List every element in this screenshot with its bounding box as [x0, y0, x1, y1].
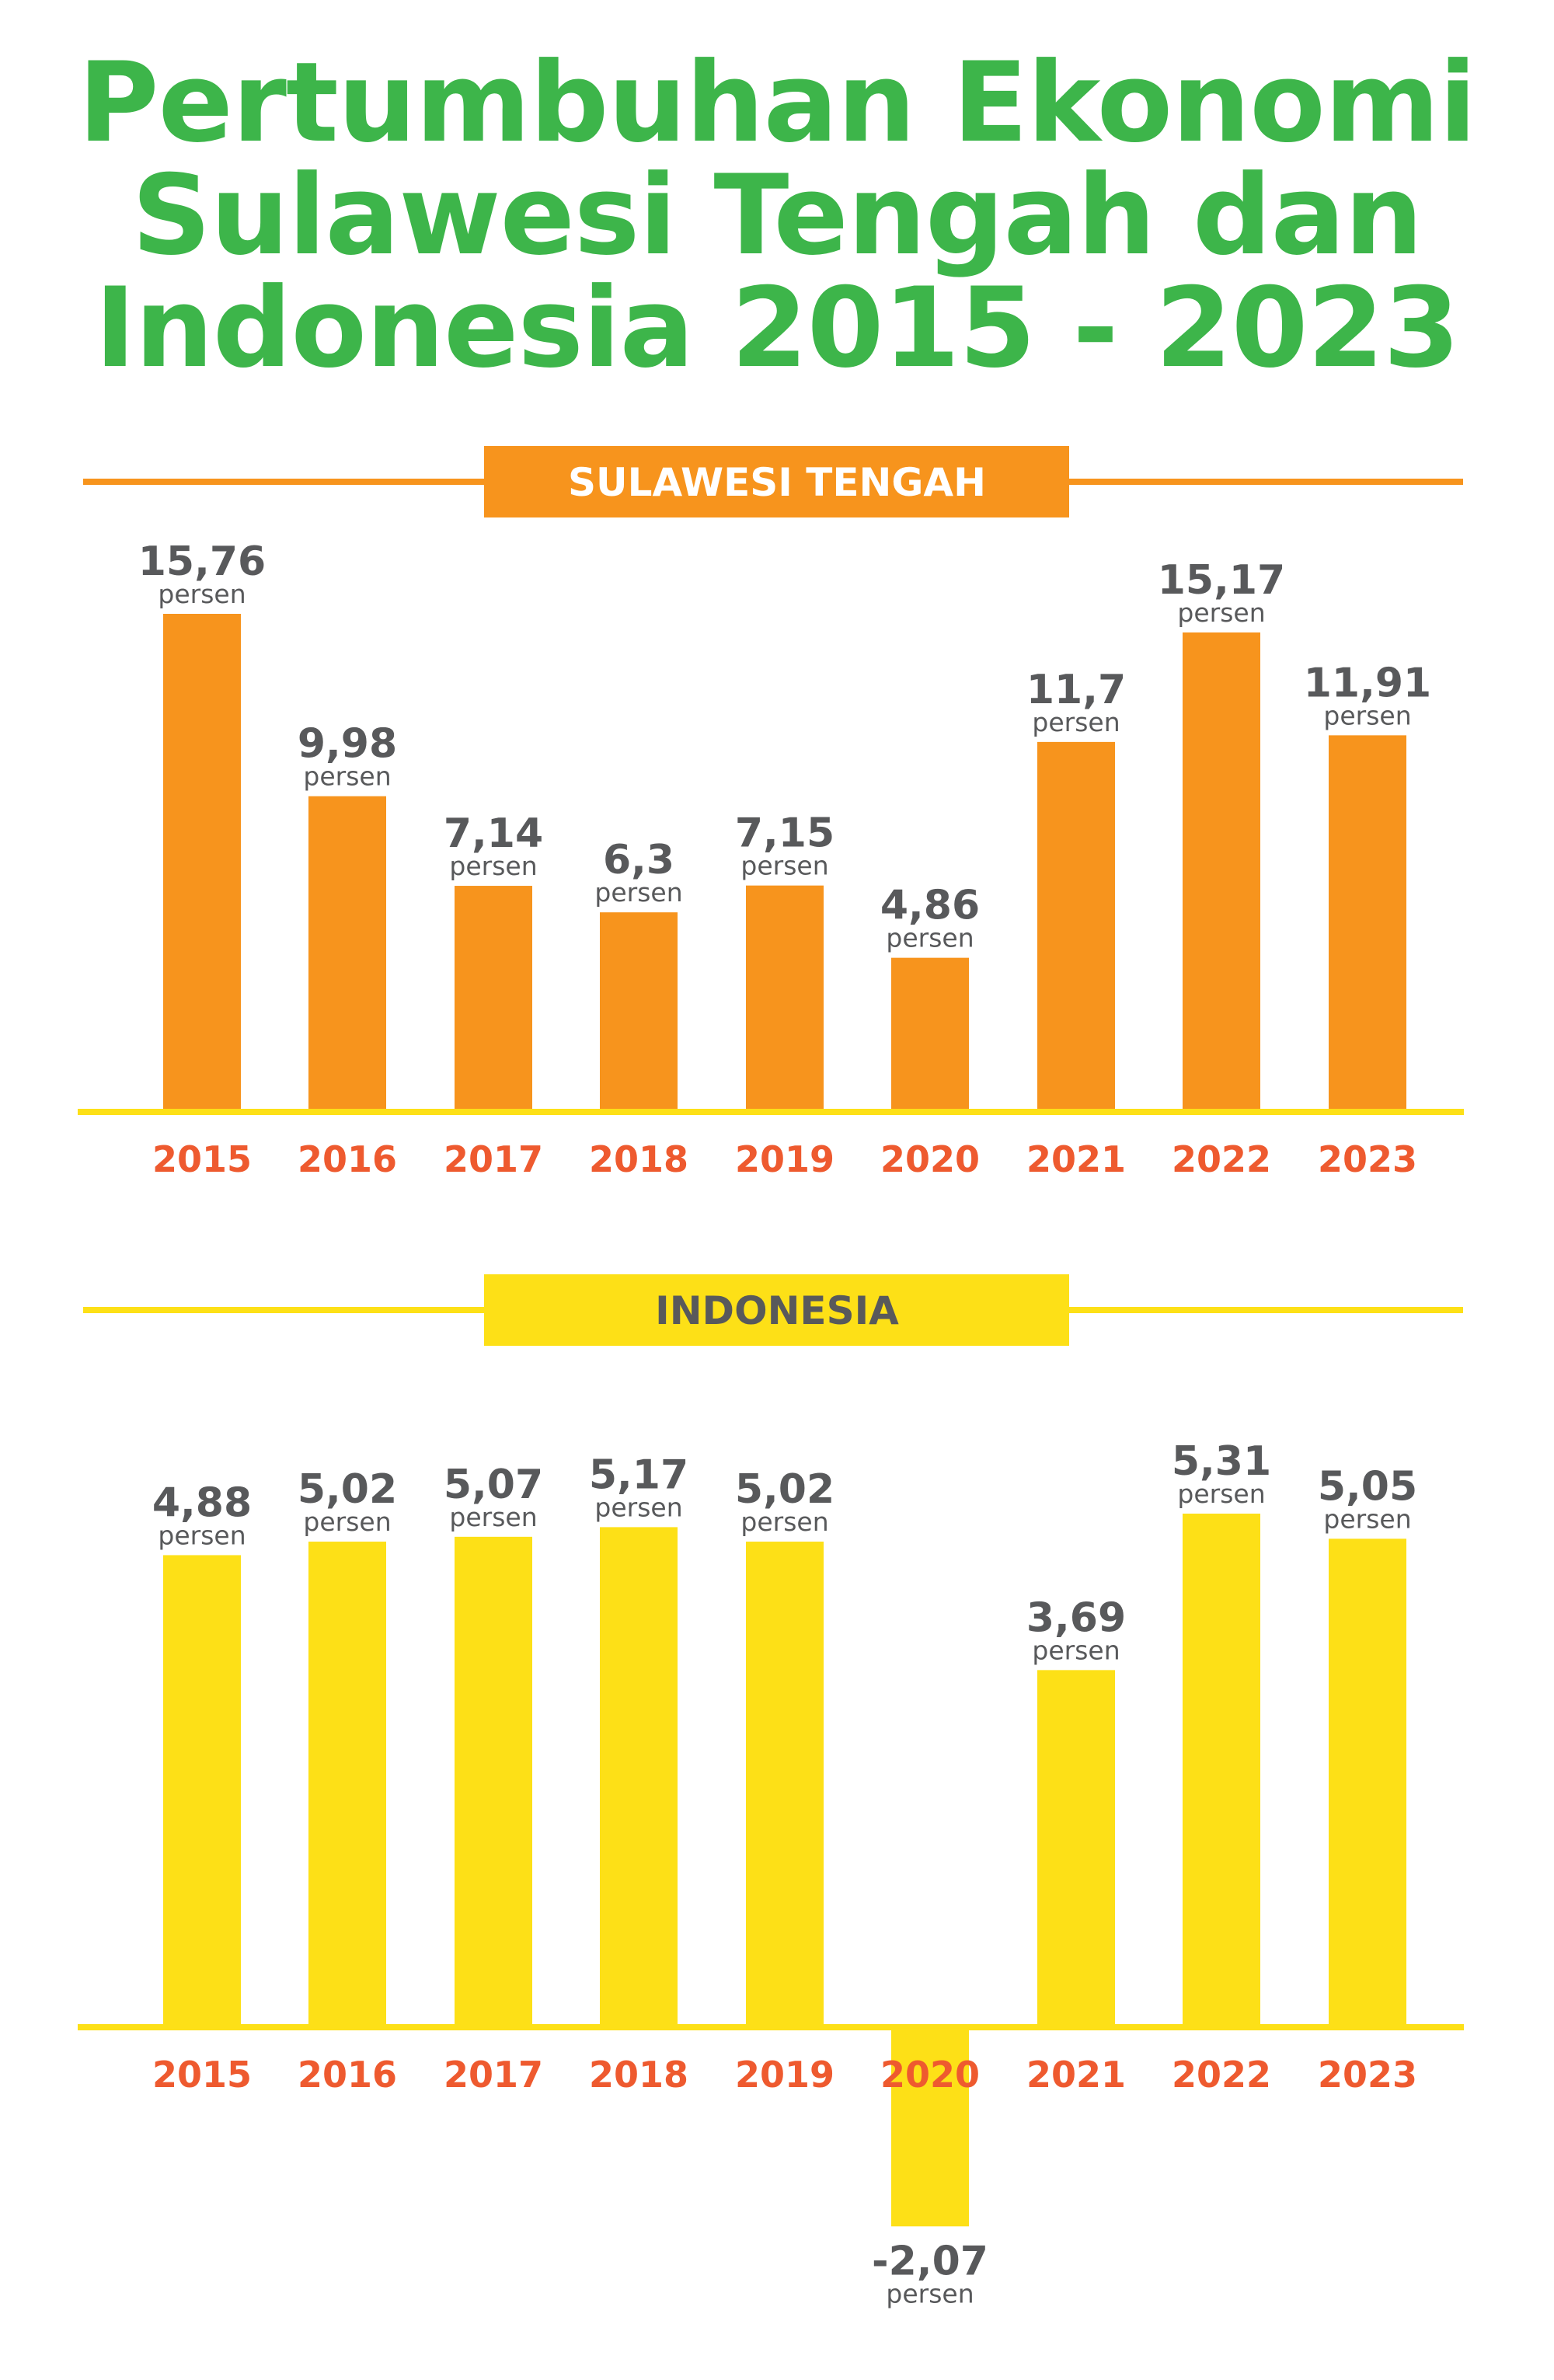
- unit-label: persen: [740, 851, 828, 881]
- chart-title: SULAWESI TENGAH: [568, 460, 986, 505]
- unit-label: persen: [1032, 1635, 1120, 1665]
- value-label-2020: 4,86: [880, 883, 980, 929]
- value-label-2019: 7,15: [735, 810, 834, 857]
- x-tick-2023: 2023: [1318, 2054, 1417, 2096]
- bar-2021: [1037, 1670, 1115, 2026]
- x-tick-2015: 2015: [152, 1138, 252, 1180]
- x-tick-2023: 2023: [1318, 1138, 1417, 1180]
- bar-2019: [746, 1542, 824, 2026]
- x-tick-2021: 2021: [1026, 2054, 1126, 2096]
- x-tick-2020: 2020: [880, 2054, 980, 2096]
- bar-2020: [891, 2026, 969, 2227]
- x-tick-2022: 2022: [1172, 2054, 1271, 2096]
- value-label-2022: 5,31: [1172, 1438, 1271, 1485]
- x-tick-2019: 2019: [735, 1138, 834, 1180]
- unit-label: persen: [303, 1507, 391, 1537]
- unit-label: persen: [1177, 1479, 1265, 1509]
- bar-2020: [891, 957, 969, 1111]
- bar-2019: [746, 885, 824, 1111]
- bar-2015: [163, 1555, 241, 2026]
- value-label-2023: 5,05: [1318, 1463, 1417, 1510]
- value-label-2018: 5,17: [589, 1451, 688, 1498]
- unit-label: persen: [303, 761, 391, 792]
- x-tick-2021: 2021: [1026, 1138, 1126, 1180]
- bar-2016: [308, 1542, 386, 2026]
- header-box: [484, 1274, 1069, 1346]
- unit-label: persen: [594, 877, 682, 908]
- bar-2017: [455, 886, 532, 1111]
- value-label-2015: 4,88: [152, 1479, 252, 1526]
- unit-label: persen: [1323, 1504, 1411, 1534]
- unit-label: persen: [449, 851, 537, 881]
- sulteng-chart-svg: SULAWESI TENGAH15,76persen20159,98persen…: [78, 446, 1464, 1180]
- x-tick-2018: 2018: [589, 2054, 688, 2096]
- value-label-2023: 11,91: [1304, 660, 1431, 706]
- indonesia-chart: INDONESIA 4,88 persen 2015 5,02 persen 2016 5,0…: [0, 1267, 1554, 2380]
- value-label-2021: 3,69: [1026, 1594, 1126, 1641]
- unit-label: persen: [1032, 707, 1120, 737]
- value-label-2016: 5,02: [298, 1466, 397, 1513]
- x-tick-2015: 2015: [152, 2054, 252, 2096]
- x-tick-2022: 2022: [1172, 1138, 1271, 1180]
- unit-label: persen: [886, 923, 974, 953]
- x-tick-2017: 2017: [444, 1138, 543, 1180]
- bar-2022: [1183, 1514, 1260, 2026]
- bar-2018: [600, 912, 678, 1111]
- value-label-2017: 7,14: [444, 810, 543, 857]
- value-label-2019: 5,02: [735, 1466, 834, 1513]
- chart-title: INDONESIA: [655, 1288, 899, 1333]
- unit-label: persen: [158, 579, 246, 609]
- baseline: [78, 2024, 1464, 2030]
- value-label-2016: 9,98: [298, 721, 397, 768]
- bar-2015: [163, 614, 241, 1111]
- title-line-3: Indonesia 2015 - 2023: [94, 264, 1460, 392]
- value-label-2017: 5,07: [444, 1462, 543, 1508]
- indonesia-chart-svg: INDONESIA4,88persen20155,02persen20165,0…: [78, 1274, 1464, 2309]
- bar-2016: [308, 796, 386, 1111]
- unit-label: persen: [740, 1507, 828, 1537]
- unit-label: persen: [1177, 598, 1265, 628]
- x-tick-2016: 2016: [298, 2054, 397, 2096]
- bar-2023: [1329, 1538, 1406, 2026]
- bar-2023: [1329, 735, 1406, 1111]
- value-label-2022: 15,17: [1158, 557, 1285, 604]
- page-title: Pertumbuhan Ekonomi Sulawesi Tengah dan …: [0, 47, 1554, 385]
- bar-2018: [600, 1527, 678, 2026]
- unit-label: persen: [594, 1492, 682, 1522]
- bar-2022: [1183, 632, 1260, 1111]
- unit-label: persen: [449, 1502, 537, 1532]
- unit-label: persen: [158, 1520, 246, 1550]
- x-tick-2019: 2019: [735, 2054, 834, 2096]
- title-line-2: Sulawesi Tengah dan: [131, 152, 1423, 280]
- value-label-2018: 6,3: [603, 837, 674, 883]
- x-tick-2017: 2017: [444, 2054, 543, 2096]
- header-box: [484, 446, 1069, 517]
- bar-2021: [1037, 741, 1115, 1111]
- x-tick-2020: 2020: [880, 1138, 980, 1180]
- unit-label: persen: [1323, 700, 1411, 730]
- sulteng-chart: SULAWESI TENGAH 15,76 persen 2015 9,98 persen…: [0, 435, 1554, 1212]
- value-label-2021: 11,7: [1026, 667, 1126, 713]
- value-label-2015: 15,76: [138, 538, 266, 585]
- baseline: [78, 1109, 1464, 1115]
- title-line-1: Pertumbuhan Ekonomi: [78, 39, 1477, 167]
- x-tick-2016: 2016: [298, 1138, 397, 1180]
- value-label-2020: -2,07: [872, 2238, 988, 2284]
- x-tick-2018: 2018: [589, 1138, 688, 1180]
- bar-2017: [455, 1536, 532, 2026]
- unit-label: persen: [886, 2278, 974, 2309]
